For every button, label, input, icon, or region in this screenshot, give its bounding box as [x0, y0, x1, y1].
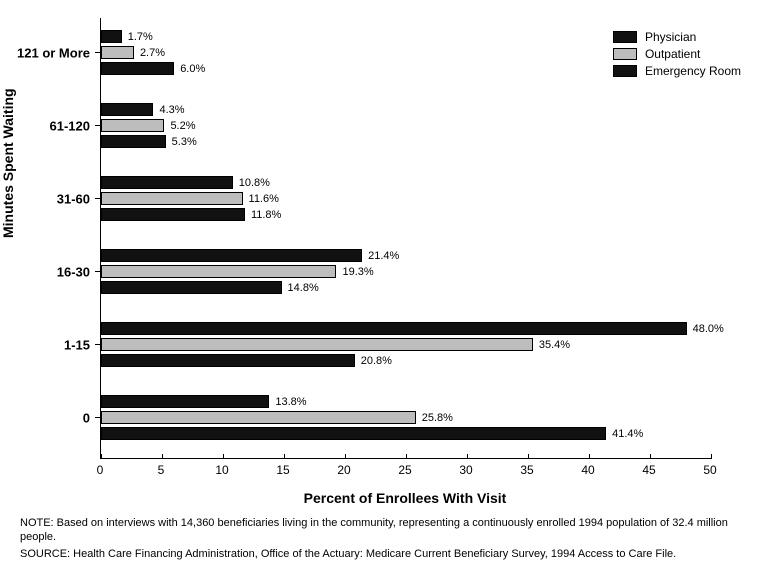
plot-area: 1.7% 2.7% 6.0% 4.3% 5.2% 5.3% 10.8% 11.6% 11.8% 2… [100, 18, 711, 459]
y-axis-title: Minutes Spent Waiting [0, 88, 16, 238]
bar-value-label: 11.6% [249, 193, 279, 205]
bar-value-label: 11.8% [251, 209, 281, 221]
legend-swatch [613, 65, 637, 77]
legend-item: Emergency Room [613, 64, 741, 78]
y-category-label: 1-15 [0, 337, 90, 352]
bar-value-label: 35.4% [539, 339, 570, 351]
bar [101, 46, 134, 59]
bar [101, 322, 687, 335]
x-tick [711, 454, 712, 459]
x-tick-label: 40 [581, 463, 594, 477]
bar [101, 103, 153, 116]
x-tick [223, 454, 224, 459]
x-tick [101, 454, 102, 459]
x-tick [162, 454, 163, 459]
bar-value-label: 14.8% [288, 282, 319, 294]
note-text: NOTE: Based on interviews with 14,360 be… [20, 517, 756, 545]
bar [101, 265, 336, 278]
x-tick-label: 30 [459, 463, 472, 477]
bar [101, 119, 164, 132]
bar-value-label: 5.2% [170, 120, 195, 132]
bar-value-label: 6.0% [180, 63, 205, 75]
x-tick-label: 10 [215, 463, 228, 477]
y-category-label: 0 [0, 410, 90, 425]
legend-label: Emergency Room [645, 64, 741, 78]
bar [101, 354, 355, 367]
x-tick-label: 50 [703, 463, 716, 477]
source-text: SOURCE: Health Care Financing Administra… [20, 548, 756, 562]
bar [101, 249, 362, 262]
bar-value-label: 41.4% [612, 428, 643, 440]
bar-value-label: 1.7% [128, 31, 153, 43]
bar-value-label: 20.8% [361, 355, 392, 367]
x-tick [467, 454, 468, 459]
x-tick-label: 15 [276, 463, 289, 477]
y-category-label: 121 or More [0, 45, 90, 60]
x-tick-label: 5 [158, 463, 165, 477]
x-tick [345, 454, 346, 459]
bar-value-label: 19.3% [342, 266, 373, 278]
x-tick-label: 0 [97, 463, 104, 477]
legend-item: Physician [613, 30, 741, 44]
x-tick-label: 35 [520, 463, 533, 477]
bar [101, 208, 245, 221]
legend-item: Outpatient [613, 47, 741, 61]
legend-label: Physician [645, 30, 696, 44]
bar-value-label: 10.8% [239, 177, 270, 189]
legend-swatch [613, 48, 637, 60]
x-tick-label: 25 [398, 463, 411, 477]
bar [101, 176, 233, 189]
bar [101, 427, 606, 440]
x-tick [406, 454, 407, 459]
bar [101, 135, 166, 148]
bar [101, 192, 243, 205]
bar-value-label: 5.3% [172, 136, 197, 148]
bar-value-label: 25.8% [422, 412, 453, 424]
bar [101, 411, 416, 424]
bar [101, 395, 269, 408]
x-tick-label: 45 [642, 463, 655, 477]
x-tick [528, 454, 529, 459]
bar-value-label: 13.8% [275, 396, 306, 408]
bar-value-label: 4.3% [159, 104, 184, 116]
bar [101, 281, 282, 294]
bar [101, 338, 533, 351]
legend-swatch [613, 31, 637, 43]
bar [101, 62, 174, 75]
bar [101, 30, 122, 43]
x-tick [650, 454, 651, 459]
legend-label: Outpatient [645, 47, 700, 61]
x-tick-label: 20 [337, 463, 350, 477]
y-category-label: 31-60 [0, 191, 90, 206]
bar-value-label: 2.7% [140, 47, 165, 59]
y-category-label: 16-30 [0, 264, 90, 279]
bar-value-label: 21.4% [368, 250, 399, 262]
bar-value-label: 48.0% [693, 323, 724, 335]
x-axis-title: Percent of Enrollees With Visit [100, 490, 710, 506]
y-category-label: 61-120 [0, 118, 90, 133]
chart-container: Minutes Spent Waiting 1.7% 2.7% 6.0% 4.3% 5.… [0, 0, 776, 571]
x-tick [284, 454, 285, 459]
legend: Physician Outpatient Emergency Room [613, 30, 741, 81]
x-tick [589, 454, 590, 459]
